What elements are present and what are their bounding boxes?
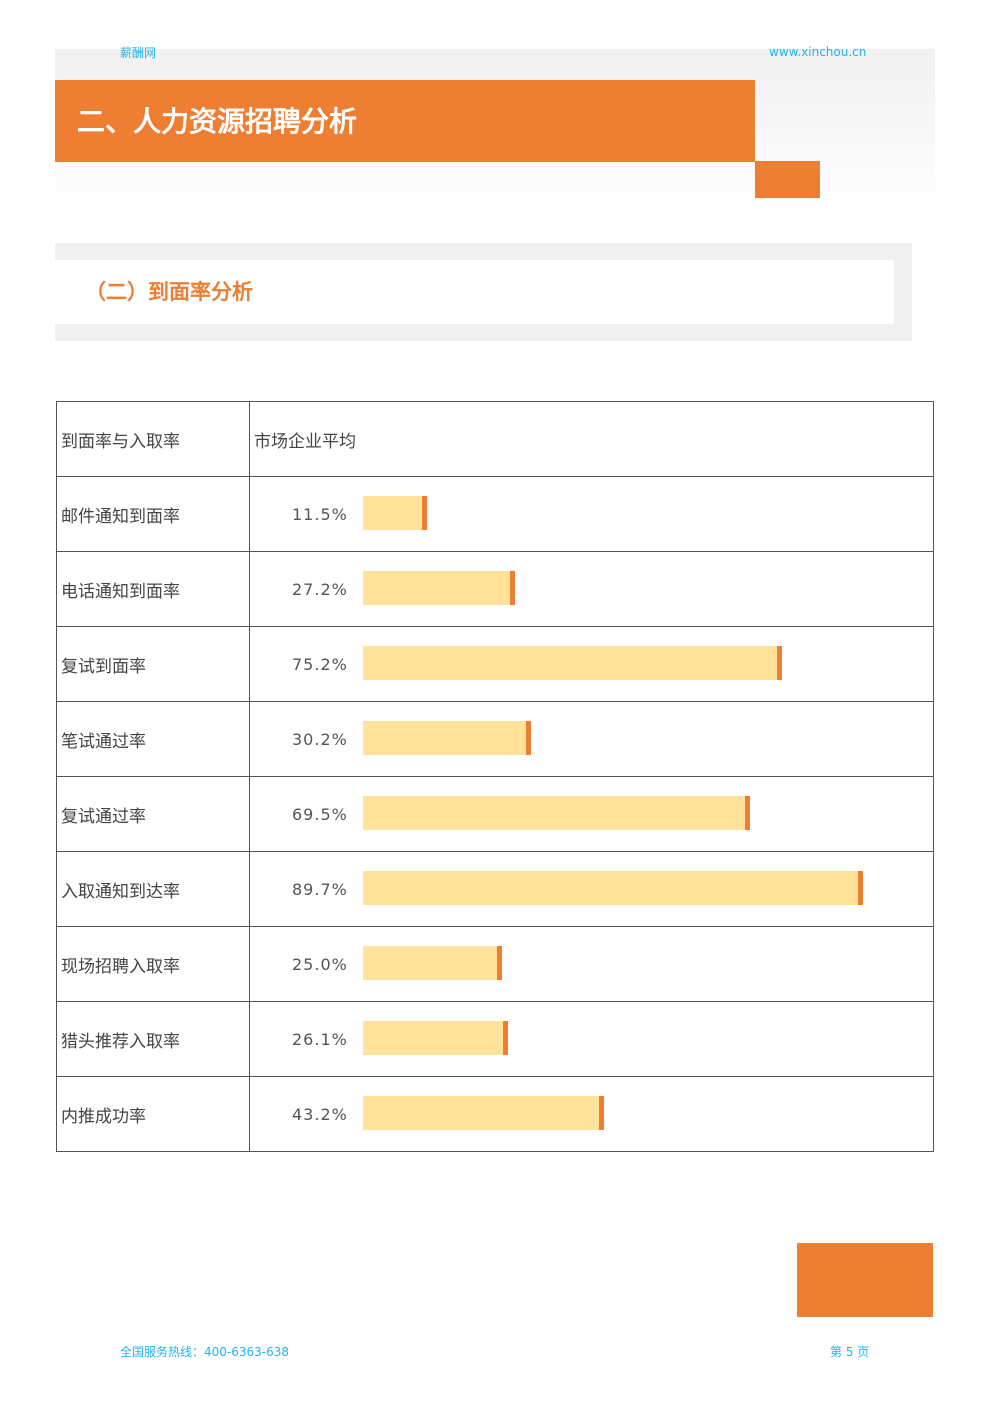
row-value: 30.2%	[292, 730, 348, 749]
bar-cap	[509, 571, 515, 605]
row-value-cell: 26.1%	[249, 1001, 934, 1077]
row-value: 69.5%	[292, 805, 348, 824]
bar-cap	[497, 946, 503, 980]
header-cell: 到面率与入取率	[56, 401, 250, 477]
value-bar	[363, 646, 782, 680]
row-value-cell: 69.5%	[249, 776, 934, 852]
row-value: 27.2%	[292, 580, 348, 599]
table-row: 复试到面率 75.2%	[56, 626, 934, 702]
bar-cap	[598, 1096, 604, 1130]
page-number: 第 5 页	[830, 1345, 870, 1359]
row-value: 89.7%	[292, 880, 348, 899]
value-bar	[363, 796, 751, 830]
row-value: 26.1%	[292, 1030, 348, 1049]
row-value-cell: 75.2%	[249, 626, 934, 702]
table-row: 现场招聘入取率 25.0%	[56, 926, 934, 1002]
row-value-cell: 11.5%	[249, 476, 934, 552]
row-label: 内推成功率	[56, 1076, 250, 1152]
brand-link[interactable]: 薪酬网	[120, 46, 157, 60]
value-bar	[363, 721, 532, 755]
chapter-title: 二、人力资源招聘分析	[77, 105, 358, 138]
row-value: 11.5%	[292, 505, 348, 524]
bar-cap	[745, 796, 751, 830]
row-label: 复试通过率	[56, 776, 250, 852]
row-label: 猎头推荐入取率	[56, 1001, 250, 1077]
row-value: 25.0%	[292, 955, 348, 974]
value-bar	[363, 1021, 509, 1055]
hotline: 全国服务热线：400-6363-638	[120, 1345, 290, 1359]
value-bar	[363, 571, 515, 605]
value-bar	[363, 496, 428, 530]
decor-square	[755, 161, 820, 198]
table-row: 电话通知到面率 27.2%	[56, 551, 934, 627]
table-row: 笔试通过率 30.2%	[56, 701, 934, 777]
value-bar	[363, 946, 503, 980]
header-cell: 市场企业平均	[249, 401, 934, 477]
row-value: 75.2%	[292, 655, 348, 674]
row-label: 入取通知到达率	[56, 851, 250, 927]
row-value-cell: 89.7%	[249, 851, 934, 927]
table-row: 入取通知到达率 89.7%	[56, 851, 934, 927]
value-bar	[363, 871, 863, 905]
table-row: 复试通过率 69.5%	[56, 776, 934, 852]
table-header-row: 到面率与入取率 市场企业平均	[56, 401, 934, 477]
row-value: 43.2%	[292, 1105, 348, 1124]
bar-cap	[526, 721, 532, 755]
section-header: （二）到面率分析	[55, 243, 912, 341]
section-title: （二）到面率分析	[85, 280, 253, 304]
bar-cap	[503, 1021, 509, 1055]
row-label: 笔试通过率	[56, 701, 250, 777]
site-url[interactable]: www.xinchou.cn	[769, 45, 867, 59]
row-label: 复试到面率	[56, 626, 250, 702]
row-label: 电话通知到面率	[56, 551, 250, 627]
table-row: 邮件通知到面率 11.5%	[56, 476, 934, 552]
rate-table: 到面率与入取率 市场企业平均 邮件通知到面率 11.5% 电话通知到面率 27.…	[56, 401, 934, 1152]
table-row: 内推成功率 43.2%	[56, 1076, 934, 1152]
row-value-cell: 25.0%	[249, 926, 934, 1002]
table-row: 猎头推荐入取率 26.1%	[56, 1001, 934, 1077]
row-value-cell: 30.2%	[249, 701, 934, 777]
row-label: 邮件通知到面率	[56, 476, 250, 552]
decor-square	[797, 1243, 933, 1317]
value-bar	[363, 1096, 604, 1130]
row-value-cell: 27.2%	[249, 551, 934, 627]
chapter-title-bar: 二、人力资源招聘分析	[55, 80, 755, 162]
bar-cap	[776, 646, 782, 680]
row-value-cell: 43.2%	[249, 1076, 934, 1152]
bar-cap	[857, 871, 863, 905]
bar-cap	[422, 496, 428, 530]
row-label: 现场招聘入取率	[56, 926, 250, 1002]
